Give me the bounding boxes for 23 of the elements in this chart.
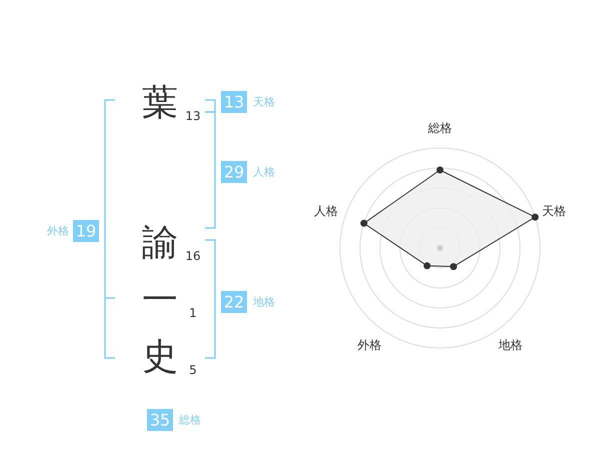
text: 16	[185, 249, 201, 263]
text: 総格	[178, 414, 201, 426]
text: 一	[142, 280, 178, 320]
text: 外格	[47, 224, 69, 238]
text: 13	[224, 92, 244, 112]
text: 13	[185, 109, 201, 123]
text: 19	[76, 222, 96, 240]
text: 葉	[142, 82, 178, 124]
spoke-label: 外格	[357, 338, 382, 352]
text: 22	[224, 292, 244, 312]
text: 人格	[253, 166, 275, 178]
text: 地格	[252, 296, 275, 308]
text: 29	[224, 162, 244, 182]
spoke-label: 総格	[427, 121, 452, 135]
spoke-label: 天格	[542, 204, 566, 218]
text: 諭	[142, 222, 178, 264]
text: 5	[189, 363, 197, 377]
text: 天格	[253, 96, 275, 108]
text: 35	[150, 410, 170, 430]
spoke-label: 人格	[314, 204, 338, 218]
text: 史	[142, 336, 178, 378]
spoke-label: 地格	[498, 338, 523, 352]
text: 1	[189, 306, 197, 320]
